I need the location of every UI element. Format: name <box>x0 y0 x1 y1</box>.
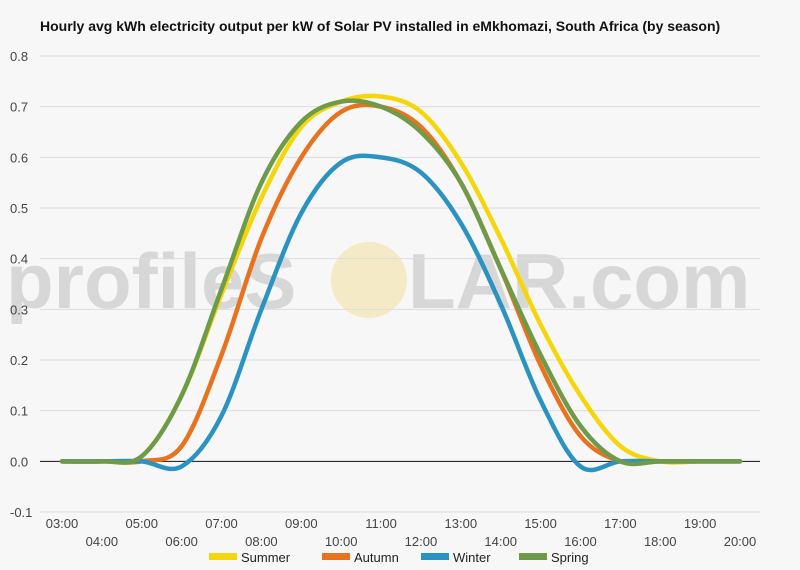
legend: Summer Autumn Winter Spring <box>209 550 589 565</box>
x-tick-label: 04:00 <box>86 534 119 549</box>
x-tick-label: 11:00 <box>365 516 397 531</box>
x-tick-label: 12:00 <box>405 534 438 549</box>
y-tick-label: 0.6 <box>10 150 28 165</box>
x-tick-label: 14:00 <box>484 534 517 549</box>
legend-label-autumn: Autumn <box>354 550 399 565</box>
legend-swatch-summer <box>209 553 237 560</box>
x-tick-label: 09:00 <box>285 516 318 531</box>
watermark-sun-icon <box>331 242 407 318</box>
x-tick-label: 15:00 <box>524 516 557 531</box>
x-tick-label: 08:00 <box>245 534 278 549</box>
x-tick-label: 17:00 <box>604 516 637 531</box>
series-lines <box>59 93 743 473</box>
y-tick-label: 0.8 <box>10 49 28 64</box>
x-tick-label: 19:00 <box>684 516 717 531</box>
y-tick-label: 0.7 <box>10 100 28 115</box>
y-tick-label: -0.1 <box>10 505 32 520</box>
chart-title: Hourly avg kWh electricity output per kW… <box>40 18 721 34</box>
x-axis: 03:00 04:00 05:00 06:00 07:00 08:00 09:00 10:00… <box>46 516 757 549</box>
legend-swatch-winter <box>421 553 449 560</box>
y-tick-label: 0.5 <box>10 201 28 216</box>
y-tick-label: 0.4 <box>10 252 28 267</box>
legend-label-summer: Summer <box>241 550 291 565</box>
x-tick-label: 13:00 <box>445 516 478 531</box>
grid <box>40 55 760 513</box>
watermark-prefix: profileS <box>6 237 296 325</box>
y-tick-label: 0.3 <box>10 302 28 317</box>
watermark: profileS LAR.com <box>6 237 750 325</box>
x-tick-label: 16:00 <box>564 534 597 549</box>
x-tick-label: 20:00 <box>724 534 757 549</box>
watermark-suffix: LAR.com <box>408 237 750 325</box>
x-tick-label: 03:00 <box>46 516 79 531</box>
y-tick-label: 0.1 <box>10 404 28 419</box>
series-line-spring <box>59 98 743 467</box>
y-axis: 0.8 0.7 0.6 0.5 0.4 0.3 0.2 0.1 0.0 -0.1 <box>10 49 32 520</box>
y-tick-label: 0.0 <box>10 454 28 469</box>
x-tick-label: 07:00 <box>205 516 238 531</box>
x-tick-label: 06:00 <box>165 534 198 549</box>
x-tick-label: 18:00 <box>644 534 677 549</box>
legend-swatch-spring <box>519 553 547 560</box>
x-tick-label: 10:00 <box>325 534 358 549</box>
legend-label-spring: Spring <box>551 550 589 565</box>
x-tick-label: 05:00 <box>125 516 158 531</box>
legend-swatch-autumn <box>322 553 350 560</box>
legend-label-winter: Winter <box>453 550 491 565</box>
y-tick-label: 0.2 <box>10 353 28 368</box>
